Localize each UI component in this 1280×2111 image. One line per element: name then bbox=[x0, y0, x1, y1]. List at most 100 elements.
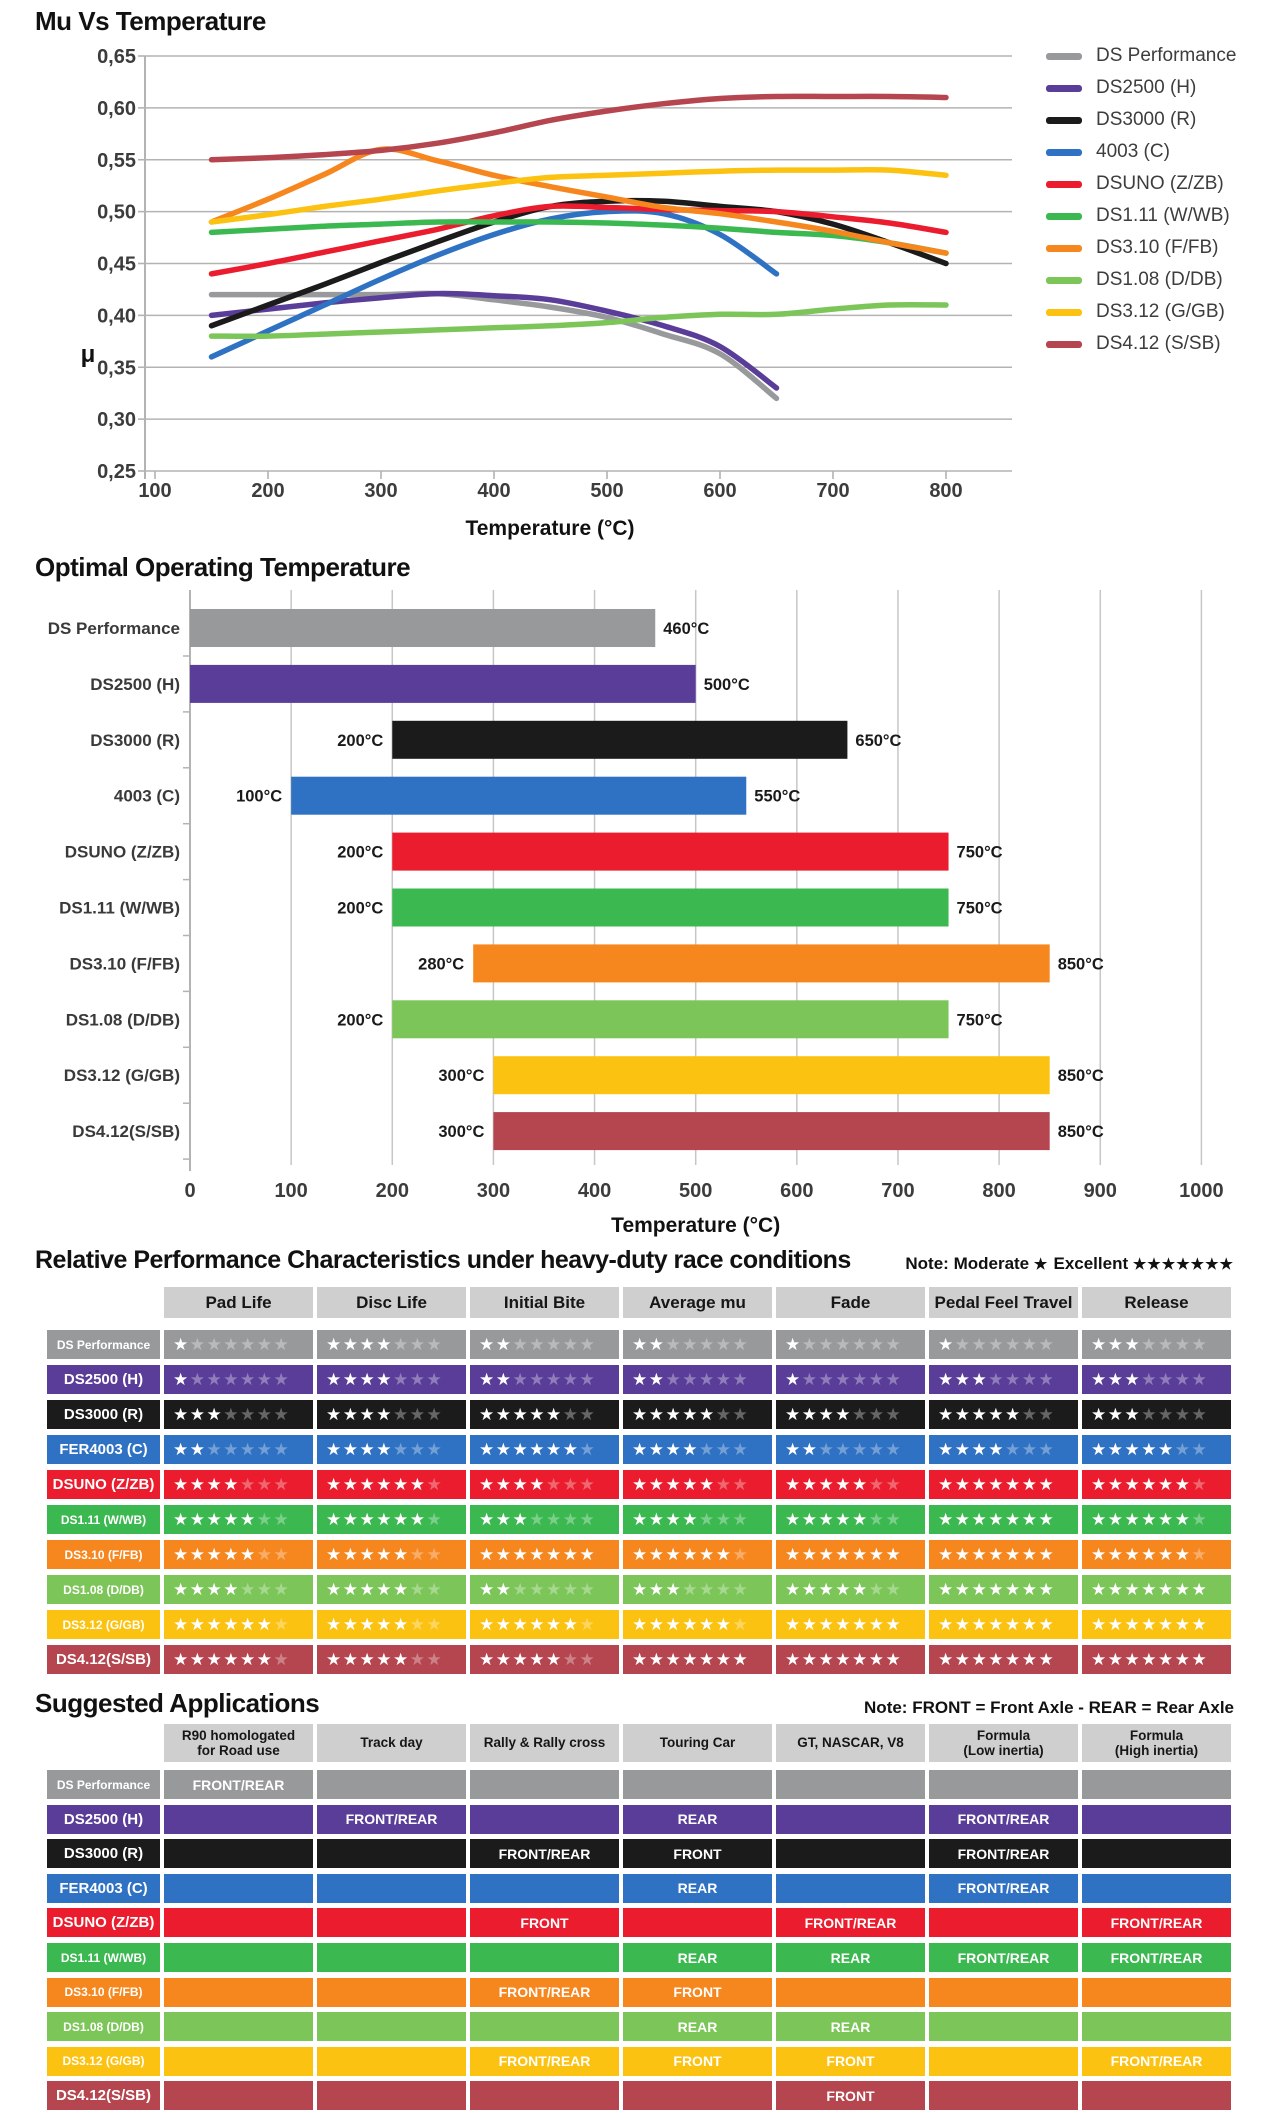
temperature-range-bar bbox=[493, 1056, 1050, 1095]
rating-cell: ★★★★★★★ bbox=[1082, 1365, 1231, 1394]
rating-cell: ★★★★★★★ bbox=[776, 1505, 925, 1534]
rating-cell: ★★★★★★★ bbox=[470, 1645, 619, 1674]
star-rating: ★★★★★★★ bbox=[785, 1369, 903, 1389]
rating-cell: ★★★★★★★ bbox=[317, 1435, 466, 1464]
star-rating: ★★★★★★★ bbox=[938, 1369, 1056, 1389]
rating-cell: ★★★★★★★ bbox=[623, 1575, 772, 1604]
rating-cell: ★★★★★★★ bbox=[623, 1505, 772, 1534]
bar-start-label: 300°C bbox=[438, 1123, 484, 1141]
application-cell bbox=[164, 1943, 313, 1972]
rating-cell: ★★★★★★★ bbox=[1082, 1505, 1231, 1534]
column-header: Disc Life bbox=[317, 1287, 466, 1318]
bar-category-label: DS3.12 (G/GB) bbox=[64, 1066, 180, 1085]
rating-cell: ★★★★★★★ bbox=[623, 1470, 772, 1499]
star-rating: ★★★★★★★ bbox=[632, 1614, 750, 1634]
rating-cell: ★★★★★★★ bbox=[470, 1470, 619, 1499]
x-tick-label: 400 bbox=[578, 1180, 611, 1202]
application-cell: FRONT bbox=[623, 1839, 772, 1869]
rating-cell: ★★★★★★★ bbox=[470, 1435, 619, 1464]
x-axis-title: Temperature (°C) bbox=[611, 1214, 780, 1237]
star-rating: ★★★★★★★ bbox=[173, 1579, 291, 1599]
rating-cell: ★★★★★★★ bbox=[164, 1365, 313, 1394]
star-rating: ★★★★★★★ bbox=[173, 1544, 291, 1564]
legend-swatch bbox=[1046, 276, 1082, 284]
rating-cell: ★★★★★★★ bbox=[470, 1540, 619, 1569]
ratings-table-title: Relative Performance Characteristics und… bbox=[35, 1246, 851, 1274]
star-rating: ★★★★★★★ bbox=[173, 1474, 291, 1494]
application-cell: FRONT bbox=[776, 2046, 925, 2076]
compound-row-label: DS1.08 (D/DB) bbox=[47, 2012, 160, 2042]
rating-cell: ★★★★★★★ bbox=[623, 1330, 772, 1359]
star-rating: ★★★★★★★ bbox=[785, 1579, 903, 1599]
rating-cell: ★★★★★★★ bbox=[623, 1645, 772, 1674]
application-cell bbox=[470, 1873, 619, 1903]
bar-start-label: 200°C bbox=[337, 844, 383, 862]
rating-cell: ★★★★★★★ bbox=[470, 1575, 619, 1604]
compound-row-label: DS3.12 (G/GB) bbox=[47, 1610, 160, 1639]
rating-cell: ★★★★★★★ bbox=[1082, 1610, 1231, 1639]
bar-start-label: 200°C bbox=[337, 900, 383, 918]
star-rating: ★★★★★★★ bbox=[1091, 1404, 1209, 1424]
x-tick-label: 700 bbox=[881, 1180, 914, 1202]
star-rating: ★★★★★★★ bbox=[632, 1579, 750, 1599]
compound-row-label: DS3.12 (G/GB) bbox=[47, 2046, 160, 2076]
temperature-range-bar bbox=[392, 720, 848, 759]
application-cell bbox=[929, 1908, 1078, 1938]
series-line bbox=[208, 166, 949, 225]
column-header: Pedal Feel Travel bbox=[929, 1287, 1078, 1318]
legend-swatch bbox=[1046, 84, 1082, 92]
bar-chart-title: Optimal Operating Temperature bbox=[35, 552, 411, 582]
application-cell bbox=[1082, 2081, 1231, 2111]
compound-row-label: DS3.10 (F/FB) bbox=[47, 1977, 160, 2007]
y-tick-label: 0,35 bbox=[97, 357, 136, 379]
application-cell bbox=[317, 2012, 466, 2042]
column-header: Formula (Low inertia) bbox=[929, 1724, 1078, 1762]
bar-end-label: 650°C bbox=[855, 732, 901, 750]
rating-cell: ★★★★★★★ bbox=[317, 1330, 466, 1359]
application-cell bbox=[317, 1908, 466, 1938]
bar-start-label: 100°C bbox=[236, 788, 282, 806]
compound-row-label: DS1.11 (W/WB) bbox=[47, 1505, 160, 1534]
rating-cell: ★★★★★★★ bbox=[929, 1435, 1078, 1464]
legend-label: DS1.08 (D/DB) bbox=[1096, 269, 1223, 290]
y-tick-label: 0,60 bbox=[97, 98, 136, 120]
application-cell bbox=[470, 2012, 619, 2042]
line-chart-legend: DS Performance DS2500 (H) DS3000 (R) 4003 (… bbox=[1046, 40, 1276, 360]
compound-row-label: DS Performance bbox=[47, 1330, 160, 1359]
temperature-range-bar bbox=[392, 888, 949, 927]
star-rating: ★★★★★★★ bbox=[938, 1649, 1056, 1669]
star-rating: ★★★★★★★ bbox=[938, 1614, 1056, 1634]
application-cell bbox=[164, 1977, 313, 2007]
rating-cell: ★★★★★★★ bbox=[1082, 1540, 1231, 1569]
rating-cell: ★★★★★★★ bbox=[164, 1400, 313, 1429]
rating-cell: ★★★★★★★ bbox=[164, 1610, 313, 1639]
bar-start-label: 200°C bbox=[337, 732, 383, 750]
rating-cell: ★★★★★★★ bbox=[623, 1540, 772, 1569]
star-rating: ★★★★★★★ bbox=[326, 1649, 444, 1669]
legend-swatch bbox=[1046, 212, 1082, 220]
star-rating: ★★★★★★★ bbox=[632, 1404, 750, 1424]
rating-cell: ★★★★★★★ bbox=[470, 1610, 619, 1639]
rating-cell: ★★★★★★★ bbox=[164, 1330, 313, 1359]
rating-cell: ★★★★★★★ bbox=[929, 1575, 1078, 1604]
bar-end-label: 750°C bbox=[957, 1011, 1003, 1029]
compound-row-label: DS Performance bbox=[47, 1770, 160, 1799]
star-rating: ★★★★★★★ bbox=[326, 1369, 444, 1389]
rating-cell: ★★★★★★★ bbox=[929, 1470, 1078, 1499]
y-tick-label: 0,40 bbox=[97, 305, 136, 327]
star-rating: ★★★★★★★ bbox=[1091, 1334, 1209, 1354]
rating-cell: ★★★★★★★ bbox=[164, 1645, 313, 1674]
rating-cell: ★★★★★★★ bbox=[164, 1575, 313, 1604]
star-rating: ★★★★★★★ bbox=[785, 1334, 903, 1354]
rating-cell: ★★★★★★★ bbox=[317, 1645, 466, 1674]
application-cell bbox=[929, 1770, 1078, 1799]
compound-row-label: DS3000 (R) bbox=[47, 1839, 160, 1869]
legend-item: DS3000 (R) bbox=[1046, 104, 1276, 136]
note-text: ★★★★★★★ bbox=[1132, 1256, 1234, 1273]
rating-cell: ★★★★★★★ bbox=[470, 1365, 619, 1394]
star-rating: ★★★★★★★ bbox=[938, 1404, 1056, 1424]
compound-row-label: DSUNO (Z/ZB) bbox=[47, 1470, 160, 1499]
x-axis-title: Temperature (°C) bbox=[465, 517, 634, 540]
rating-cell: ★★★★★★★ bbox=[776, 1365, 925, 1394]
